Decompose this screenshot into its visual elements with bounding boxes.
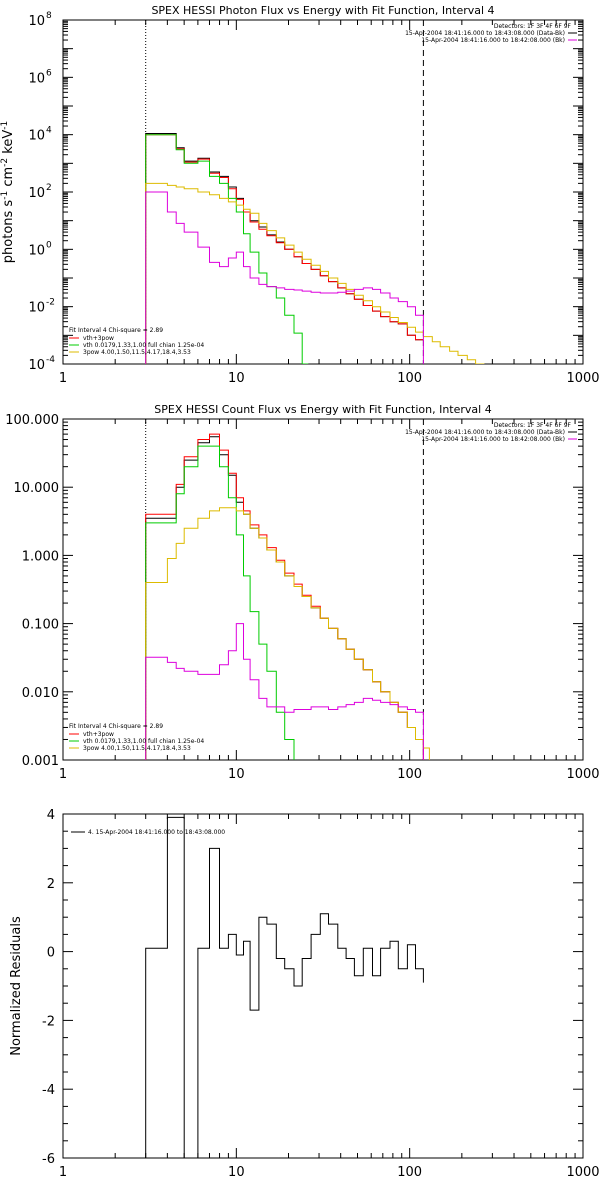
x-tick-label: 1 xyxy=(59,767,67,782)
annotation-line: 15-Apr-2004 18:41:16.000 to 18:43:08.000… xyxy=(405,429,565,436)
x-tick-label: 1000 xyxy=(566,371,599,386)
y-tick-label: -6 xyxy=(42,1152,55,1167)
legend-label: 4. 15-Apr-2004 18:41:16.000 to 18:43:08.… xyxy=(88,829,225,836)
legend: Fit Interval 4 Chi-square = 2.89vth+3pow… xyxy=(69,327,204,356)
y-axis-label-part: -1 xyxy=(0,121,10,130)
series-line-3 xyxy=(145,445,295,760)
series-group xyxy=(145,816,424,1158)
y-tick-label: 0.001 xyxy=(22,754,59,769)
y-tick-label: 10 xyxy=(28,301,45,316)
plot-frame xyxy=(62,418,584,761)
x-axis: 1 10 100 1000 xyxy=(59,814,600,1180)
y-tick-label: 0.100 xyxy=(22,618,59,633)
chart-title: SPEX HESSI Photon Flux vs Energy with Fi… xyxy=(151,4,494,17)
y-axis-label: Normalized Residuals xyxy=(9,916,24,1056)
y-tick-label: 1.000 xyxy=(22,549,59,564)
y-axis-label-part: cm xyxy=(1,167,16,191)
y-tick-exponent: 0 xyxy=(46,240,52,250)
y-tick-label: 10 xyxy=(28,71,45,86)
legend-label: vth+3pow xyxy=(83,335,114,342)
y-tick-exponent: 4 xyxy=(46,126,52,136)
series-group xyxy=(145,433,430,760)
y-tick-exponent: 8 xyxy=(46,11,52,21)
series-line-5 xyxy=(145,623,424,760)
y-tick-label: 0.010 xyxy=(22,686,59,701)
y-tick-exponent: -4 xyxy=(46,355,55,365)
annotation-line: Detectors: 1F 3F 4F 6F 9F xyxy=(494,23,572,30)
y-axis: -6 -4 -2 0 2 4 xyxy=(42,808,583,1167)
y-tick-label: 0 xyxy=(47,946,55,961)
legend-label: vth+3pow xyxy=(83,731,114,738)
legend-label: vth 0.0179,1.33,1.00 full chian 1.25e-04 xyxy=(83,342,204,349)
x-tick-label: 100 xyxy=(397,1165,422,1180)
series-line-4 xyxy=(145,507,430,760)
x-tick-label: 1 xyxy=(59,371,67,386)
x-tick-label: 100 xyxy=(397,767,422,782)
y-tick-label: 10 xyxy=(28,358,45,373)
y-tick-label: -4 xyxy=(42,1083,55,1098)
legend-label: 3pow 4.00,1.50,11.5,4.17,18.4,3.53 xyxy=(83,745,191,752)
y-axis-label-part: photons s xyxy=(1,200,16,264)
y-axis-label-part: keV xyxy=(1,130,16,158)
y-axis-label: photons s-1 cm-2 keV-1 xyxy=(0,121,16,263)
annotation-line: Detectors: 1F 3F 4F 6F 9F xyxy=(494,422,572,429)
y-tick-label: 100.000 xyxy=(5,413,59,428)
x-tick-label: 1 xyxy=(59,1165,67,1180)
chart-panel-3: 1 10 100 1000 -6 -4 -2 0 2 4 Normalized Residuals 4… xyxy=(9,808,600,1180)
y-tick-exponent: -2 xyxy=(46,298,55,308)
y-axis-label-part: -1 xyxy=(0,191,10,200)
y-tick-label: 10 xyxy=(28,14,45,29)
legend: 4. 15-Apr-2004 18:41:16.000 to 18:43:08.… xyxy=(71,829,225,836)
plot-frame xyxy=(62,19,584,365)
legend-label: vth 0.0179,1.33,1.00 full chian 1.25e-04 xyxy=(83,738,204,745)
chart-panel-1: SPEX HESSI Photon Flux vs Energy with Fi… xyxy=(0,4,600,386)
plot-frame xyxy=(62,813,584,1159)
x-tick-label: 10 xyxy=(228,767,245,782)
x-tick-label: 1000 xyxy=(566,1165,599,1180)
y-axis-label-part: -2 xyxy=(0,158,10,167)
series-line-2 xyxy=(145,134,424,364)
y-tick-label: 4 xyxy=(47,808,55,823)
chart-panel-2: SPEX HESSI Count Flux vs Energy with Fit… xyxy=(5,403,599,782)
y-tick-label: 10 xyxy=(28,186,45,201)
x-tick-label: 10 xyxy=(228,1165,245,1180)
x-axis: 1 10 100 1000 xyxy=(59,419,600,782)
series-line-5 xyxy=(145,191,424,364)
y-tick-label: 2 xyxy=(47,877,55,892)
x-tick-label: 100 xyxy=(397,371,422,386)
x-tick-label: 1000 xyxy=(566,767,599,782)
legend-label: 3pow 4.00,1.50,11.5,4.17,18.4,3.53 xyxy=(83,349,191,356)
series-line-3 xyxy=(145,134,309,364)
legend: Fit Interval 4 Chi-square = 2.89vth+3pow… xyxy=(69,723,204,752)
y-tick-label: 10.000 xyxy=(14,481,60,496)
y-tick-exponent: 2 xyxy=(46,183,52,193)
series-line-4 xyxy=(145,182,485,364)
legend-header: Fit Interval 4 Chi-square = 2.89 xyxy=(69,723,163,730)
x-axis: 1 10 100 1000 xyxy=(59,20,600,386)
series-group xyxy=(145,133,485,364)
legend-header: Fit Interval 4 Chi-square = 2.89 xyxy=(69,327,163,334)
y-tick-exponent: 6 xyxy=(46,68,52,78)
chart-title: SPEX HESSI Count Flux vs Energy with Fit… xyxy=(154,403,491,416)
y-tick-label: -2 xyxy=(42,1014,55,1029)
series-line-1 xyxy=(145,816,424,1158)
annotation-line: 15-Apr-2004 18:41:16.000 to 18:43:08.000… xyxy=(405,30,565,37)
annotation-line: 15-Apr-2004 18:41:16.000 to 18:42:08.000… xyxy=(421,436,565,443)
y-axis: 0.001 0.010 0.100 1.000 10.000 100.000 xyxy=(5,413,583,769)
x-tick-label: 10 xyxy=(228,371,245,386)
y-tick-label: 10 xyxy=(28,129,45,144)
annotation-line: 15-Apr-2004 18:41:16.000 to 18:42:08.000… xyxy=(421,37,565,44)
y-tick-label: 10 xyxy=(28,243,45,258)
